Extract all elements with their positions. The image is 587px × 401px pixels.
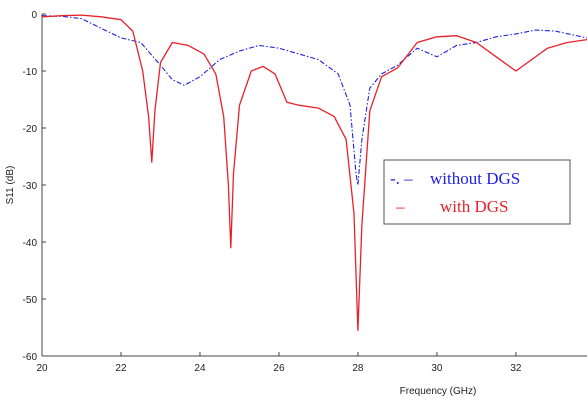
x-tick-label: 32: [510, 363, 522, 374]
x-tick-label: 24: [194, 363, 206, 374]
legend-label-with-dgs: with DGS: [440, 197, 508, 216]
y-tick-label: -60: [23, 352, 38, 363]
x-tick-label: 26: [273, 363, 285, 374]
y-tick-label: -40: [23, 238, 38, 249]
legend-label-without-dgs: without DGS: [430, 169, 520, 188]
legend-box: [383, 159, 571, 225]
legend-marker-with-dgs: –: [395, 197, 405, 216]
series-line-without-dgs: [41, 15, 587, 186]
legend-marker-without-dgs: -. –: [390, 169, 413, 188]
y-tick-label: -50: [23, 295, 38, 306]
y-axis-ticks: 0 -10 -20 -30 -40 -50 -60: [23, 10, 46, 363]
legend: -. – without DGS – with DGS: [383, 159, 571, 225]
x-tick-label: 30: [431, 363, 443, 374]
x-axis-label: Frequency (GHz): [400, 386, 477, 397]
y-tick-label: -30: [23, 181, 38, 192]
x-axis-ticks: 20 22 24 26 28 30 32: [36, 352, 522, 374]
series-layer: [41, 14, 587, 332]
x-tick-label: 28: [352, 363, 364, 374]
y-axis-label: S11 (dB): [5, 166, 16, 205]
series-line-with-dgs: [41, 14, 587, 332]
y-tick-label: -10: [23, 67, 38, 78]
y-tick-label: 0: [31, 10, 37, 21]
x-tick-label: 22: [115, 363, 127, 374]
x-tick-label: 20: [36, 363, 48, 374]
y-tick-label: -20: [23, 124, 38, 135]
